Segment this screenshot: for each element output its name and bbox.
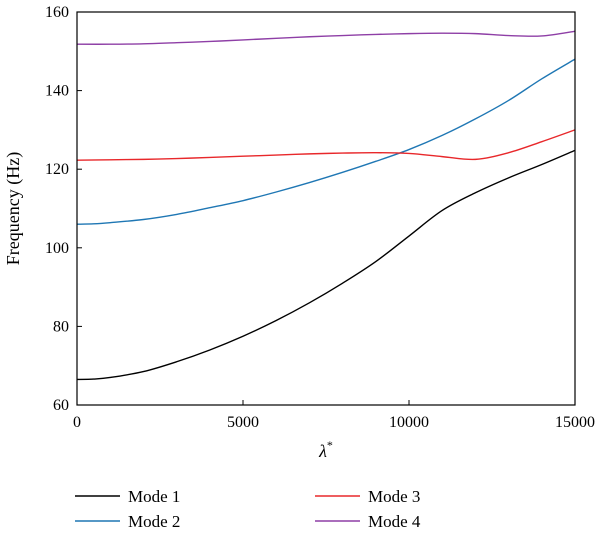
x-axis-ticks: 0 5000 10000 15000: [73, 400, 595, 431]
y-axis-label: Frequency (Hz): [3, 152, 24, 265]
y-axis-ticks: 60 80 100 120 140 160: [45, 4, 82, 414]
legend-label-mode-3: Mode 3: [368, 487, 420, 506]
legend-label-mode-4: Mode 4: [368, 512, 421, 531]
x-axis-label: λ*: [318, 438, 333, 461]
y-tick-label: 100: [45, 240, 69, 257]
y-tick-label: 140: [45, 83, 69, 100]
x-axis-label-main: λ: [318, 441, 327, 461]
series-line-mode-2: [76, 58, 576, 225]
legend-label-mode-2: Mode 2: [128, 512, 180, 531]
x-tick-label: 5000: [227, 414, 259, 431]
y-tick-label: 120: [45, 161, 69, 178]
series-line-mode-1: [76, 149, 576, 381]
series-layer: [76, 30, 576, 381]
series-line-mode-4: [76, 30, 576, 45]
x-axis-label-sup: *: [327, 438, 333, 452]
x-tick-label: 15000: [555, 414, 595, 431]
x-tick-label: 10000: [389, 414, 429, 431]
y-tick-label: 160: [45, 4, 69, 21]
y-tick-label: 60: [53, 397, 69, 414]
y-tick-label: 80: [53, 318, 69, 335]
plot-frame: [76, 11, 576, 406]
legend-label-mode-1: Mode 1: [128, 487, 180, 506]
legend: Mode 1 Mode 3 Mode 2 Mode 4: [75, 487, 421, 531]
series-line-mode-3: [76, 129, 576, 161]
x-tick-label: 0: [73, 414, 81, 431]
